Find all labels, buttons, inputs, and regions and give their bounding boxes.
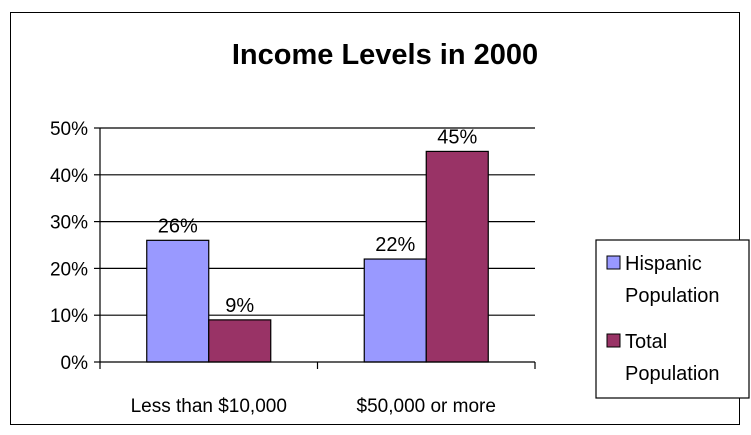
data-label: 26% (158, 215, 198, 237)
legend-label: Population (625, 363, 720, 385)
legend: Hispanic Population Total Population (595, 239, 750, 399)
bar (425, 150, 489, 363)
y-tick-label: 50% (50, 119, 88, 140)
legend-box (595, 239, 750, 399)
legend-swatch (606, 255, 621, 270)
x-tick-label: $50,000 or more (357, 396, 496, 417)
data-label: 45% (437, 126, 477, 148)
legend-label: Hispanic (625, 253, 702, 275)
bars: 26% 9% 22% 45% (146, 126, 489, 363)
x-tick-label: Less than $10,000 (131, 396, 287, 417)
bar (146, 239, 210, 363)
y-tick-label: 40% (50, 166, 88, 187)
legend-swatch (606, 333, 621, 348)
data-label: 22% (375, 234, 415, 256)
legend-label: Total (625, 331, 667, 353)
legend-label: Population (625, 285, 720, 307)
y-tick-label: 30% (50, 213, 88, 234)
data-label: 9% (225, 295, 254, 317)
bar (363, 258, 427, 363)
y-tick-label: 10% (50, 306, 88, 327)
y-tick-label: 20% (50, 259, 88, 280)
chart-title: Income Levels in 2000 (232, 39, 538, 71)
axes: 0% 10% 20% 30% 40% 50% Less than $10,000 $50,00… (50, 119, 536, 417)
bar (208, 319, 272, 363)
y-tick-label: 0% (61, 353, 89, 374)
